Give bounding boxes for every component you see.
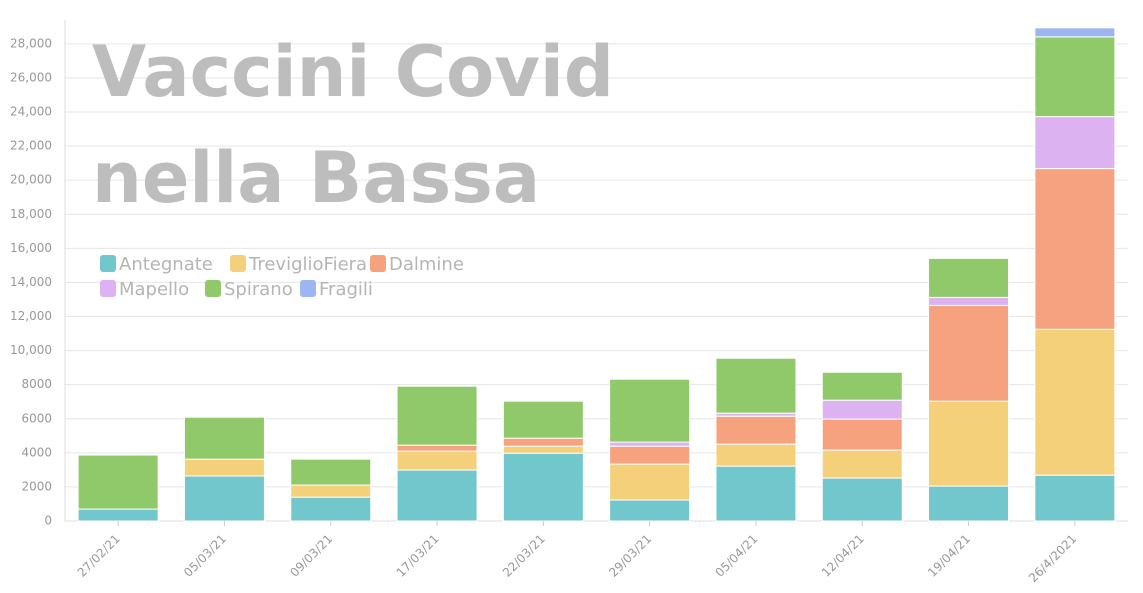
- bar-segment: [183, 475, 265, 522]
- y-tick-label: 12,000: [10, 309, 52, 323]
- bar-segment: [290, 484, 372, 498]
- bar-segment: [502, 452, 584, 522]
- bar-segment: [609, 463, 691, 501]
- bar-segment: [609, 441, 691, 447]
- bar-segment: [928, 485, 1010, 522]
- x-tick-label: 27/02/21: [75, 532, 123, 580]
- x-tick-label: 29/03/21: [606, 532, 654, 580]
- legend-label: Mapello: [119, 279, 189, 300]
- y-tick-label: 24,000: [10, 105, 52, 119]
- bar-segment: [609, 499, 691, 522]
- legend-swatch: [230, 255, 246, 272]
- bar-segment: [396, 444, 478, 452]
- bar-segment: [1034, 116, 1116, 170]
- bar-segment: [821, 371, 903, 401]
- bar-segment: [502, 445, 584, 454]
- y-tick-label: 20,000: [10, 173, 52, 187]
- bar-segment: [1034, 328, 1116, 476]
- legend-label: Fragili: [319, 279, 373, 300]
- bar-segment: [77, 454, 159, 510]
- y-tick-label: 6000: [21, 411, 52, 425]
- bar-segment: [821, 418, 903, 451]
- bar-segment: [1034, 168, 1116, 330]
- x-tick-label: 22/03/21: [500, 532, 548, 580]
- bar-segment: [290, 458, 372, 486]
- y-tick-label: 14,000: [10, 275, 52, 289]
- bar-segment: [928, 296, 1010, 306]
- bar-segment: [183, 416, 265, 460]
- bar-segment: [928, 304, 1010, 402]
- bar-segment: [928, 257, 1010, 298]
- y-tick-label: 4000: [21, 445, 52, 459]
- bar-segment: [928, 400, 1010, 487]
- bar-segment: [1034, 36, 1116, 118]
- legend-swatch: [300, 280, 316, 297]
- bar-segment: [821, 449, 903, 479]
- bar-segment: [1034, 27, 1116, 38]
- x-tick-label: 05/03/21: [181, 532, 229, 580]
- bar-segment: [396, 450, 478, 471]
- y-tick-label: 0: [44, 514, 52, 528]
- y-tick-label: 8000: [21, 377, 52, 391]
- y-tick-label: 28,000: [10, 36, 52, 50]
- chart-title: Vaccini Covid: [92, 31, 614, 113]
- legend-swatch: [100, 255, 116, 272]
- bar-segment: [396, 385, 478, 446]
- bar-segment: [290, 496, 372, 522]
- bar-segment: [715, 465, 797, 522]
- x-tick-label: 12/04/21: [819, 532, 867, 580]
- y-tick-label: 2000: [21, 479, 52, 493]
- y-tick-label: 22,000: [10, 139, 52, 153]
- bar-segment: [715, 357, 797, 414]
- bar-segment: [396, 469, 478, 522]
- bar-segment: [502, 437, 584, 447]
- bar-segment: [821, 477, 903, 522]
- x-tick-label: 17/03/21: [394, 532, 442, 580]
- legend-label: Dalmine: [389, 254, 464, 275]
- chart-title: nella Bassa: [92, 137, 540, 219]
- legend-swatch: [100, 280, 116, 297]
- x-tick-label: 26/4/2021: [1026, 532, 1079, 585]
- bar-segment: [502, 400, 584, 439]
- legend-swatch: [370, 255, 386, 272]
- legend-label: Spirano: [224, 279, 293, 300]
- y-tick-label: 10,000: [10, 343, 52, 357]
- x-tick-label: 19/04/21: [925, 532, 973, 580]
- x-tick-label: 05/04/21: [713, 532, 761, 580]
- bar-segment: [609, 445, 691, 465]
- x-tick-label: 09/03/21: [287, 532, 335, 580]
- bar-segment: [183, 458, 265, 477]
- bar-segment: [1034, 474, 1116, 522]
- bar-segment: [821, 399, 903, 420]
- y-tick-label: 26,000: [10, 70, 52, 84]
- bar-segment: [715, 415, 797, 445]
- bar-segment: [77, 508, 159, 522]
- bar-segment: [609, 378, 691, 443]
- legend-label: Antegnate: [119, 254, 213, 275]
- legend-label: TreviglioFiera: [248, 254, 367, 275]
- bar-segment: [715, 443, 797, 467]
- y-tick-label: 18,000: [10, 207, 52, 221]
- y-tick-label: 16,000: [10, 241, 52, 255]
- legend-swatch: [205, 280, 221, 297]
